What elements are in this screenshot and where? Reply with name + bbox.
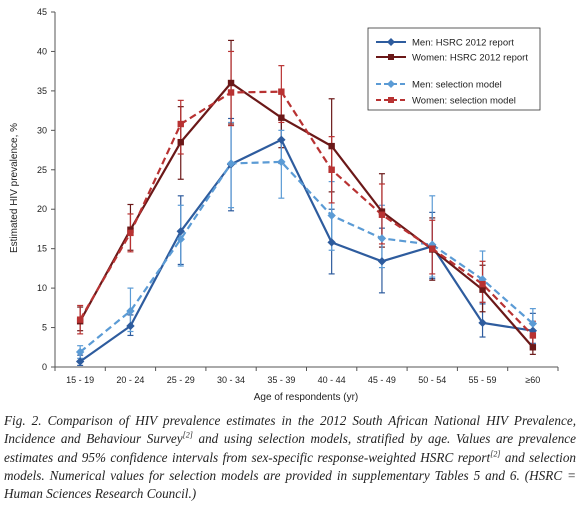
x-tick-label: 55 - 59 (469, 375, 497, 385)
data-point (378, 211, 386, 218)
legend-label: Women: HSRC 2012 report (412, 53, 528, 64)
x-tick-label: 25 - 29 (167, 375, 195, 385)
x-axis-label: Age of respondents (yr) (254, 392, 359, 403)
data-point (528, 319, 538, 328)
caption-text-1: Fig. 2. Comparison of HIV prevalence est… (4, 413, 576, 447)
x-tick-label: ≥60 (525, 375, 540, 385)
x-tick-label: 50 - 54 (418, 375, 446, 385)
caption-reference-1: [2] (182, 430, 193, 440)
chart-axes: 0 5 10 15 20 25 30 35 40 45 15 - 19 20 - 24 25 - 29 3… (37, 7, 559, 385)
series-lines (79, 81, 534, 363)
series-line-1 (79, 81, 534, 349)
series-line-0 (79, 138, 534, 363)
caption-reference-2: [2] (490, 449, 501, 459)
y-tick-label: 35 (37, 86, 47, 96)
y-axis-label: Estimated HIV prevalence, % (9, 123, 20, 253)
x-tick-label: 45 - 49 (368, 375, 396, 385)
data-point (277, 135, 286, 144)
y-tick-label: 20 (37, 204, 47, 214)
data-point (478, 318, 487, 328)
figure-caption: Fig. 2. Comparison of HIV prevalence est… (4, 412, 576, 503)
y-tick-label: 0 (42, 362, 47, 372)
x-tick-label: 20 - 24 (116, 375, 144, 385)
legend-label: Men: selection model (412, 80, 502, 91)
series-markers (75, 79, 538, 366)
legend-marker (387, 80, 395, 88)
caption-text-3: and selection models. Numerical values f… (4, 449, 577, 502)
x-tick-label: 35 - 39 (267, 375, 295, 385)
prevalence-chart: 0 5 10 15 20 25 30 35 40 45 15 - 19 20 - 24 25 - 29 3… (9, 7, 559, 403)
data-point (176, 235, 185, 244)
data-point (327, 211, 336, 220)
x-tick-label: 40 - 44 (318, 375, 346, 385)
data-point (177, 120, 184, 128)
data-point (377, 234, 387, 243)
y-tick-label: 25 (37, 165, 47, 175)
chart-legend: Men: HSRC 2012 report Women: HSRC 2012 re… (367, 27, 541, 111)
data-point (328, 166, 335, 173)
y-tick-label: 45 (37, 7, 47, 17)
data-point (177, 138, 184, 146)
data-point (126, 321, 135, 331)
data-point (429, 245, 436, 252)
data-point (328, 142, 335, 150)
series-line-2 (79, 160, 534, 353)
y-tick-label: 15 (37, 244, 47, 254)
legend-marker (388, 54, 394, 60)
x-tick-label: 30 - 34 (217, 375, 245, 385)
legend-label: Men: HSRC 2012 report (412, 38, 514, 49)
data-point (479, 286, 486, 293)
y-tick-label: 40 (37, 46, 47, 56)
y-tick-label: 30 (37, 125, 47, 135)
data-point (277, 157, 286, 167)
data-point (75, 347, 85, 357)
legend-label: Women: selection model (412, 96, 516, 107)
data-point (176, 227, 185, 236)
data-point (278, 88, 285, 95)
data-point (529, 332, 537, 339)
x-tick-label: 15 - 19 (66, 375, 94, 385)
data-point (327, 238, 336, 247)
data-point (75, 357, 85, 366)
data-point (127, 229, 134, 237)
data-point (278, 114, 285, 121)
data-point (226, 159, 236, 168)
legend-marker (387, 38, 395, 46)
y-tick-label: 10 (37, 283, 47, 293)
data-point (529, 344, 537, 351)
caption-text-2: and using selection models, stratified b… (4, 431, 577, 465)
legend-marker (388, 97, 394, 103)
data-point (227, 89, 235, 96)
y-tick-label: 5 (42, 323, 47, 333)
data-point (377, 257, 387, 266)
series-line-3 (79, 90, 534, 337)
data-point (126, 306, 135, 316)
data-point (227, 79, 235, 87)
data-point (479, 280, 486, 288)
data-point (76, 316, 84, 323)
